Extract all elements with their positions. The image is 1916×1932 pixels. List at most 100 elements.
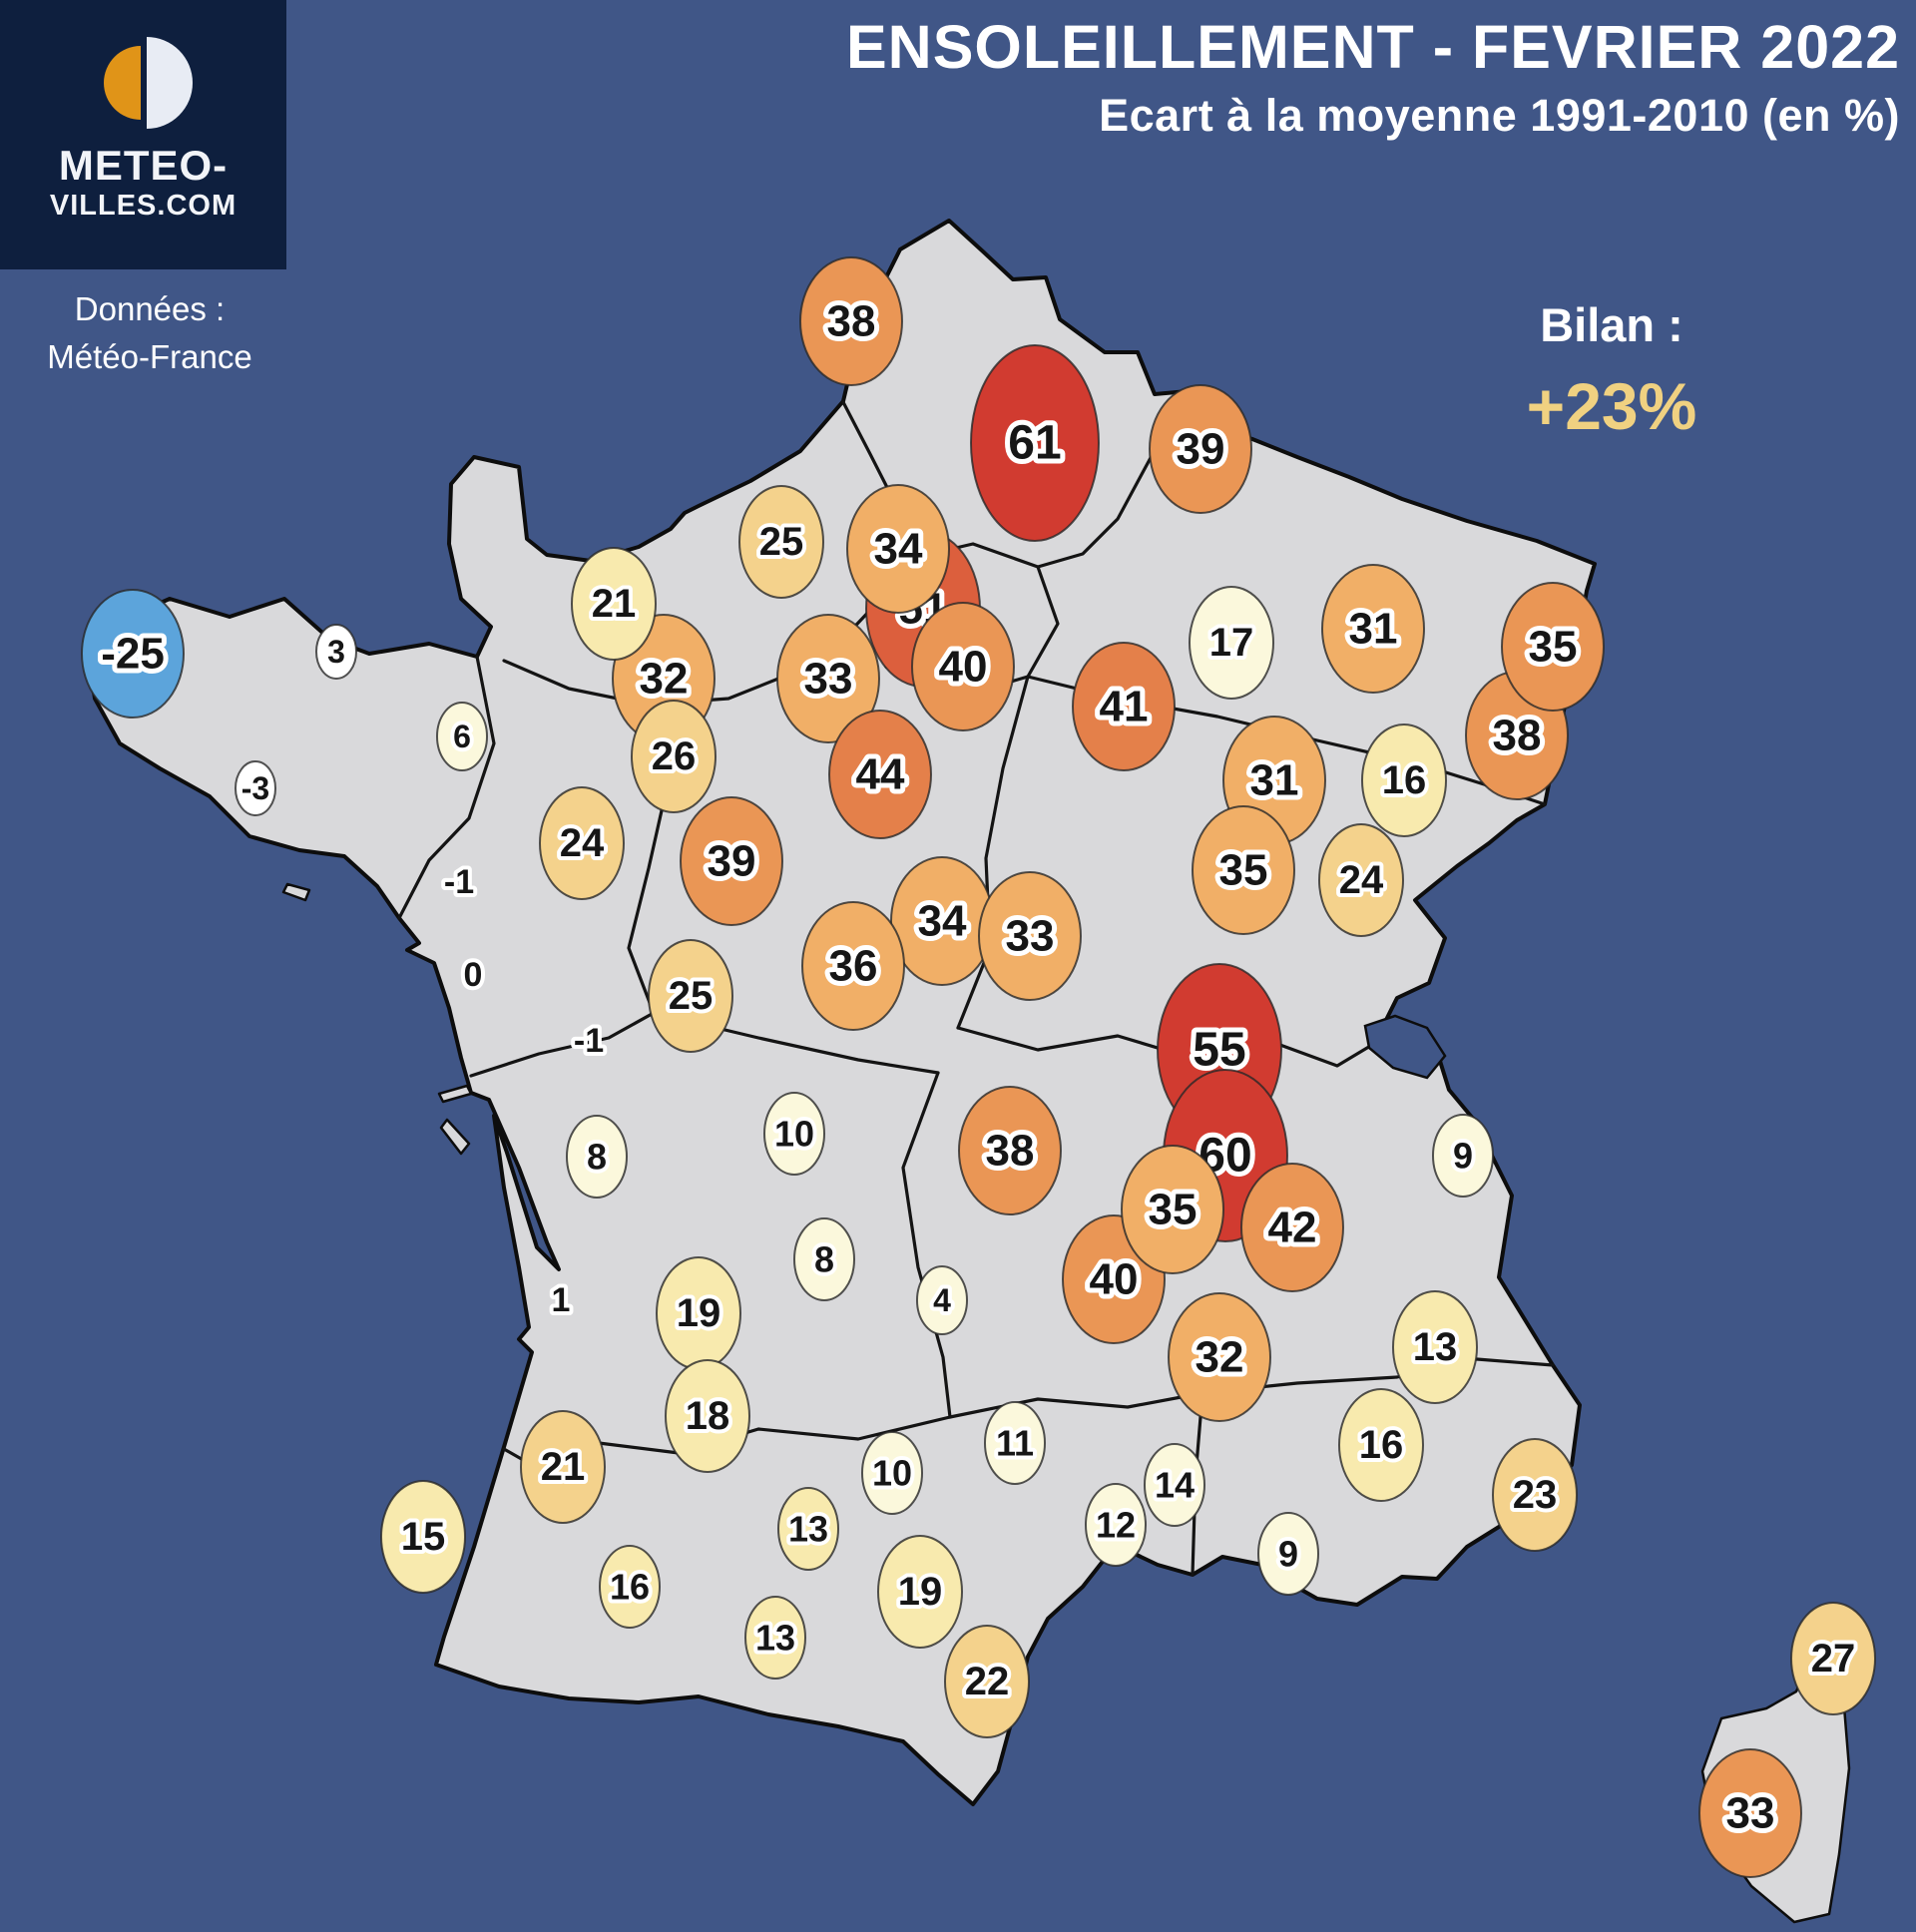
- map-bubble: [1121, 1145, 1224, 1274]
- map-value: 25: [669, 974, 714, 1018]
- bilan-label: Bilan :: [1540, 298, 1683, 351]
- map-bubble: [916, 1265, 968, 1335]
- map-bubble: [1318, 823, 1404, 937]
- map-value: 25: [759, 520, 804, 564]
- map-value: 33: [1006, 912, 1055, 961]
- map-value: 16: [1359, 1423, 1404, 1467]
- bilan-box: Bilan : +23%: [1452, 297, 1771, 444]
- map-bubble: [1501, 582, 1605, 712]
- map-bubble: [1790, 1602, 1876, 1715]
- map-bubble: [1144, 1443, 1205, 1527]
- map-value: 39: [1177, 425, 1225, 474]
- map-bubble: [984, 1401, 1046, 1485]
- map-bubble: [801, 901, 905, 1031]
- map-bubble: [81, 589, 185, 719]
- map-bubble: [799, 256, 903, 386]
- map-value: -25: [101, 630, 165, 679]
- map-bubble: [1338, 1388, 1424, 1502]
- map-bubble: [1085, 1483, 1147, 1567]
- map-value: 34: [874, 525, 923, 574]
- map-bubble: [1432, 1114, 1494, 1198]
- region-border: [948, 1391, 1204, 1419]
- map-bubble: [631, 700, 717, 813]
- map-value: 18: [686, 1394, 730, 1438]
- map-value: 3: [327, 634, 345, 670]
- map-value: 10: [872, 1453, 912, 1494]
- titles: ENSOLEILLEMENT - FEVRIER 2022 Ecart à la…: [846, 12, 1900, 142]
- map-bubble: [1257, 1512, 1319, 1596]
- lake-geneva: [1363, 1014, 1447, 1080]
- map-value: 24: [1339, 858, 1384, 902]
- map-bubble: [877, 1535, 963, 1649]
- region-border: [901, 1071, 952, 1419]
- map-bubble: [599, 1545, 661, 1629]
- map-value: 19: [677, 1291, 721, 1335]
- map-value: 31: [1250, 756, 1299, 805]
- map-value: 33: [1726, 1789, 1775, 1838]
- map-value: 4: [933, 1282, 951, 1318]
- map-value: 23: [1513, 1473, 1558, 1517]
- sun-logo-icon: [0, 0, 286, 135]
- sun-logo-right-half: [147, 37, 193, 129]
- map-value: 10: [774, 1114, 814, 1155]
- data-source-line1: Données :: [74, 290, 226, 327]
- map-value: 32: [1196, 1333, 1244, 1382]
- map-bubble: [738, 485, 824, 599]
- map-bubble: [680, 796, 783, 926]
- map-value: 8: [814, 1239, 834, 1280]
- map-bubble: [846, 484, 950, 614]
- map-bubble: [315, 624, 357, 680]
- map-value: 6: [453, 719, 471, 754]
- map-value: -1: [574, 1022, 604, 1060]
- map-bubble: [1072, 642, 1176, 771]
- map-value: 34: [918, 897, 967, 946]
- map-value: 38: [1493, 712, 1542, 760]
- logo: METEO- VILLES.COM: [0, 0, 286, 269]
- map-bubble: [1321, 564, 1425, 694]
- map-value: 61: [1008, 417, 1061, 470]
- map-value: 42: [1268, 1204, 1317, 1252]
- map-value: 24: [560, 821, 605, 865]
- map-value: 16: [610, 1567, 650, 1608]
- map-value: 35: [1529, 623, 1578, 672]
- map-bubble: [970, 344, 1100, 542]
- map-value: 32: [640, 655, 689, 704]
- map-bubble: [539, 786, 625, 900]
- map-bubble: [665, 1359, 750, 1473]
- map-value: -1: [444, 863, 474, 901]
- map-bubble: [776, 614, 880, 743]
- page-subtitle: Ecart à la moyenne 1991-2010 (en %): [1099, 90, 1900, 141]
- map-bubble: [1189, 586, 1274, 700]
- map-bubble: [1492, 1438, 1578, 1552]
- map-bubble: [1149, 384, 1252, 514]
- map-bubble: [566, 1115, 628, 1199]
- map-value: 9: [1278, 1534, 1298, 1575]
- map-bubble: [1392, 1290, 1478, 1404]
- map-bubble: [944, 1625, 1030, 1738]
- map-value: 8: [587, 1137, 607, 1178]
- region-border: [397, 655, 496, 920]
- map-value: 35: [1219, 846, 1268, 895]
- map-value: 26: [652, 734, 697, 778]
- map-value: 22: [965, 1660, 1010, 1703]
- map-value: 36: [829, 942, 878, 991]
- sun-logo-left-half: [104, 46, 141, 120]
- map-bubble: [828, 710, 932, 839]
- map-bubble: [793, 1217, 855, 1301]
- map-value: 15: [401, 1515, 446, 1559]
- map-value: 21: [592, 582, 637, 626]
- map-bubble: [1192, 805, 1295, 935]
- map-value: 21: [541, 1445, 586, 1489]
- map-bubble: [571, 547, 657, 661]
- map-bubble: [1361, 724, 1447, 837]
- island-belle-ile: [281, 882, 311, 902]
- logo-text-line2: VILLES.COM: [49, 190, 238, 222]
- map-bubble: [648, 939, 733, 1053]
- map-value: 31: [1349, 605, 1398, 654]
- map-bubble: [744, 1596, 806, 1680]
- map-value: 35: [1149, 1186, 1198, 1234]
- page-title: ENSOLEILLEMENT - FEVRIER 2022: [845, 13, 1900, 81]
- map-bubble: [763, 1092, 825, 1176]
